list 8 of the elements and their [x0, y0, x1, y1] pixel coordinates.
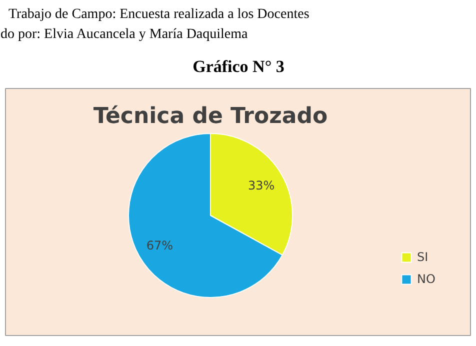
text: do por: Elvia Aucancela y María Daquilema [0, 27, 249, 42]
text: Trabajo de Campo: Encuesta realizada a los Docentes [8, 7, 310, 22]
data-label: 33% [248, 178, 275, 192]
legend-label: SI [417, 250, 430, 264]
data-label: 67% [146, 238, 174, 253]
chart-title: Técnica de Trozado [93, 104, 328, 129]
legend-label: NO [417, 272, 436, 286]
text: Gráfico N° 3 [192, 57, 284, 76]
